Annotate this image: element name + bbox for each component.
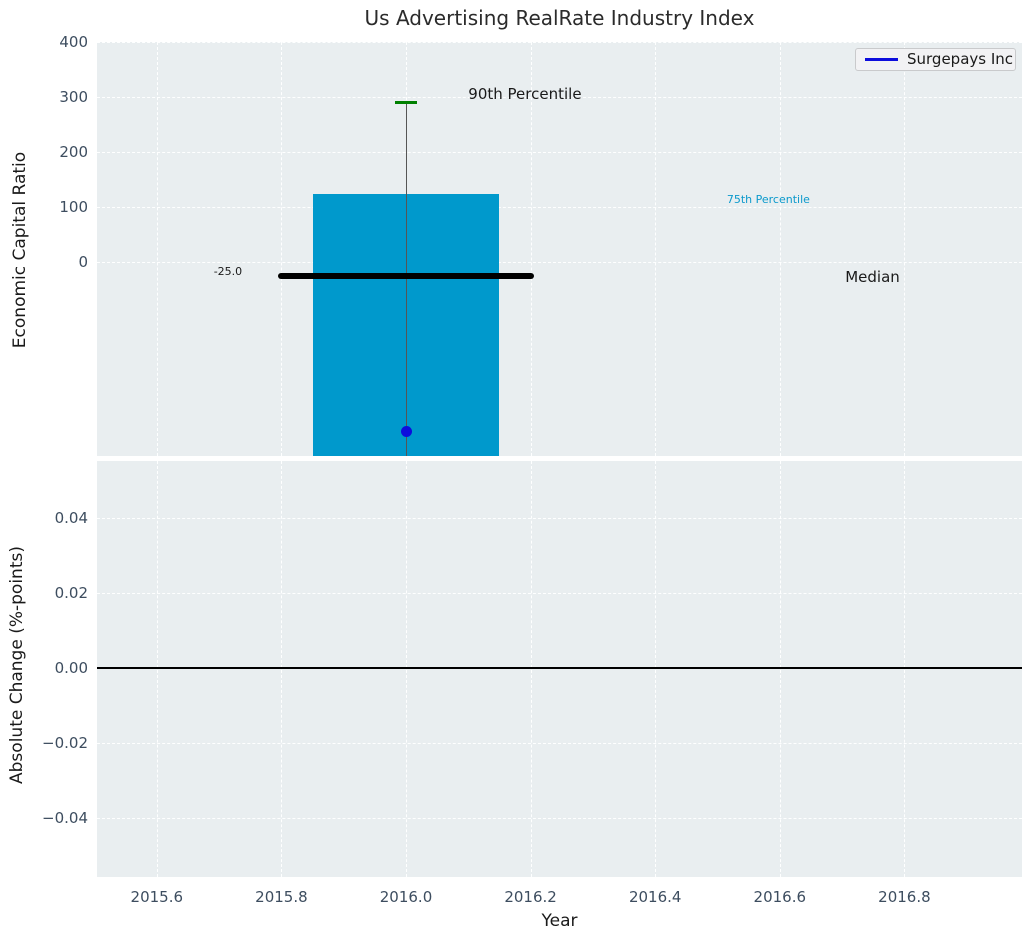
top-y-tick-label: 0 xyxy=(78,253,88,271)
bottom-y-tick-label: −0.02 xyxy=(42,734,88,752)
gridline-horizontal xyxy=(97,518,1022,519)
whisker-line xyxy=(405,102,407,456)
gridline-horizontal xyxy=(97,262,1022,263)
annotation-90th-percentile: 90th Percentile xyxy=(468,84,582,103)
x-tick-label: 2015.8 xyxy=(255,888,308,906)
median-line xyxy=(278,272,534,279)
gridline-vertical xyxy=(156,461,158,877)
x-tick-label: 2016.6 xyxy=(753,888,807,906)
x-tick-label: 2016.8 xyxy=(878,888,931,906)
gridline-vertical xyxy=(655,461,657,877)
bottom-y-tick-label: 0.02 xyxy=(54,584,88,602)
gridline-horizontal xyxy=(97,743,1022,744)
gridline-vertical xyxy=(655,42,657,456)
top-y-tick-label: 200 xyxy=(59,143,88,161)
company-data-point xyxy=(400,425,412,437)
chart-title: Us Advertising RealRate Industry Index xyxy=(364,6,755,30)
gridline-horizontal xyxy=(97,42,1022,43)
annotation-75th-percentile: 75th Percentile xyxy=(726,193,810,207)
x-tick-label: 2016.0 xyxy=(379,888,433,906)
p90-cap xyxy=(395,101,417,104)
zero-line xyxy=(97,667,1022,669)
x-tick-label: 2015.6 xyxy=(130,888,184,906)
gridline-horizontal xyxy=(97,207,1022,208)
gridline-vertical xyxy=(779,461,781,877)
gridline-vertical xyxy=(156,42,158,456)
gridline-horizontal xyxy=(97,152,1022,153)
annotation-median: Median xyxy=(845,267,900,286)
top-y-tick-label: 100 xyxy=(59,198,88,216)
bottom-y-tick-label: 0.00 xyxy=(54,659,88,677)
gridline-vertical xyxy=(904,461,906,877)
gridline-vertical xyxy=(281,461,283,877)
gridline-vertical xyxy=(779,42,781,456)
gridline-vertical xyxy=(281,42,283,456)
gridline-vertical xyxy=(904,42,906,456)
annotation--25-0: -25.0 xyxy=(213,265,243,279)
gridline-vertical xyxy=(530,461,532,877)
legend-line-sample xyxy=(865,58,898,61)
legend-label: Surgepays Inc xyxy=(907,50,1014,68)
x-axis-label: Year xyxy=(541,911,578,931)
top-panel: 90th Percentile 75th Percentile Median -25.… xyxy=(97,42,1022,456)
gridline-horizontal xyxy=(97,593,1022,594)
x-tick-label: 2016.4 xyxy=(628,888,682,906)
bottom-panel xyxy=(97,461,1022,877)
gridline-horizontal xyxy=(97,97,1022,98)
x-tick-label: 2016.2 xyxy=(504,888,557,906)
gridline-horizontal xyxy=(97,818,1022,819)
bottom-y-tick-label: −0.04 xyxy=(42,809,88,827)
gridline-vertical xyxy=(530,42,532,456)
gridline-vertical xyxy=(406,461,407,877)
top-y-tick-label: 400 xyxy=(59,33,88,51)
bottom-y-tick-label: 0.04 xyxy=(54,509,88,527)
top-y-tick-label: 300 xyxy=(59,88,88,106)
legend: Surgepays Inc xyxy=(855,48,1016,71)
